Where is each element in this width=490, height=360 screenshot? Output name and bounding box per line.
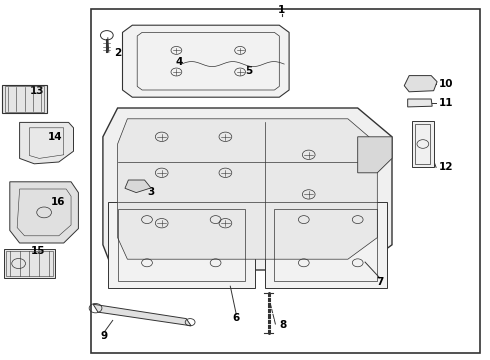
Text: 3: 3 <box>147 187 154 197</box>
Text: 7: 7 <box>376 276 384 287</box>
Text: 5: 5 <box>245 66 252 76</box>
Bar <box>2 85 47 113</box>
Text: 13: 13 <box>29 86 44 96</box>
Bar <box>5 86 44 112</box>
Text: 11: 11 <box>439 98 453 108</box>
Polygon shape <box>108 202 255 288</box>
Bar <box>91 9 480 353</box>
Polygon shape <box>20 122 74 164</box>
Polygon shape <box>125 180 151 193</box>
Polygon shape <box>93 304 191 326</box>
Text: 14: 14 <box>48 132 62 142</box>
Polygon shape <box>404 76 437 92</box>
Polygon shape <box>412 121 434 167</box>
Text: 4: 4 <box>175 57 183 67</box>
Text: 10: 10 <box>439 78 453 89</box>
Text: 15: 15 <box>31 246 46 256</box>
Bar <box>4 249 55 278</box>
Polygon shape <box>265 202 387 288</box>
Text: 8: 8 <box>279 320 287 330</box>
Text: 12: 12 <box>439 162 453 172</box>
Polygon shape <box>118 119 377 259</box>
Text: 1: 1 <box>278 5 285 15</box>
Bar <box>6 251 53 276</box>
Polygon shape <box>122 25 289 97</box>
Polygon shape <box>103 108 392 270</box>
Text: 9: 9 <box>101 330 108 341</box>
Text: 6: 6 <box>233 312 240 323</box>
Text: 2: 2 <box>114 48 121 58</box>
Polygon shape <box>408 99 432 107</box>
Polygon shape <box>358 137 392 173</box>
Polygon shape <box>10 182 78 243</box>
Text: 16: 16 <box>50 197 65 207</box>
